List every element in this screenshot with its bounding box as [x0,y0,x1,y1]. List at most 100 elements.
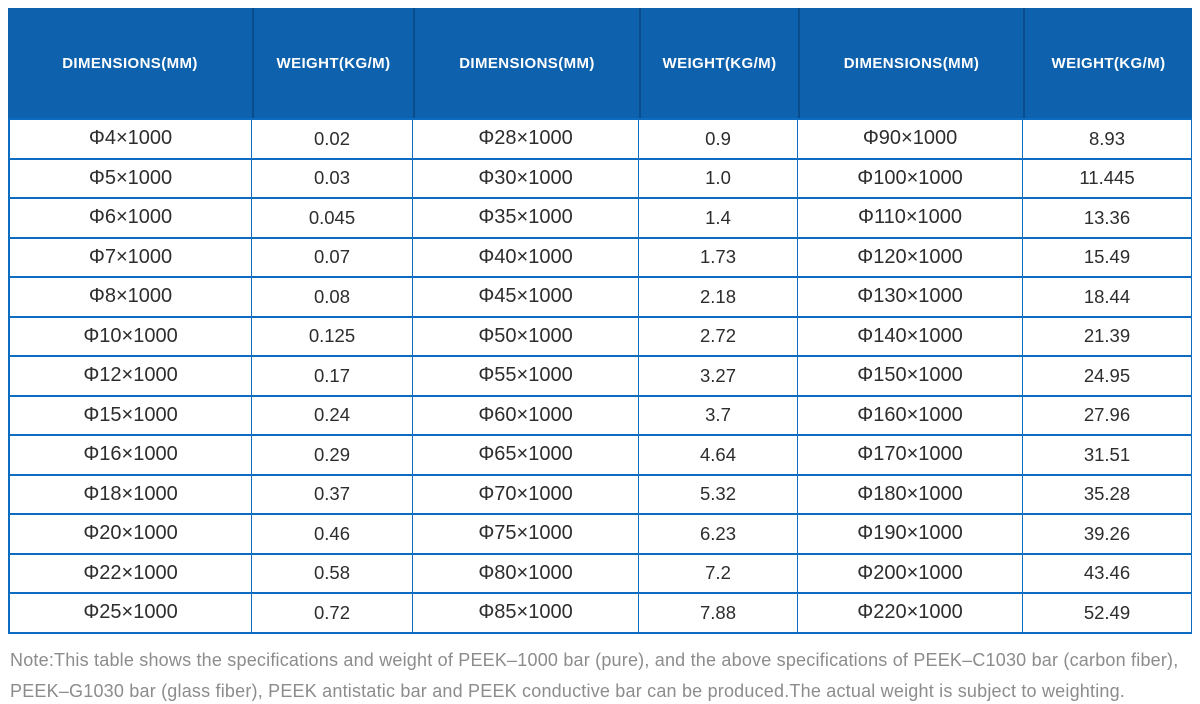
weight-cell: 21.39 [1023,317,1192,357]
weight-cell: 7.88 [639,594,798,634]
dimension-cell: Φ110×1000 [798,199,1023,239]
weight-cell: 1.73 [639,238,798,278]
dimension-cell: Φ160×1000 [798,396,1023,436]
weight-cell: 35.28 [1023,475,1192,515]
dimension-cell: Φ140×1000 [798,317,1023,357]
weight-cell: 3.27 [639,357,798,397]
dimension-cell: Φ50×1000 [413,317,639,357]
table-body: Φ4×1000 0.02 Φ28×1000 0.9 Φ90×1000 8.93 Φ5×100… [8,118,1192,634]
weight-cell: 0.02 [252,118,413,160]
dimension-cell: Φ220×1000 [798,594,1023,634]
dimension-cell: Φ55×1000 [413,357,639,397]
weight-cell: 2.18 [639,278,798,318]
weight-cell: 15.49 [1023,238,1192,278]
dimension-cell: Φ30×1000 [413,159,639,199]
table-row: Φ8×1000 0.08 Φ45×1000 2.18 Φ130×1000 18.44 [8,278,1192,318]
table-row: Φ15×1000 0.24 Φ60×1000 3.7 Φ160×1000 27.96 [8,396,1192,436]
dimension-cell: Φ130×1000 [798,278,1023,318]
dimension-cell: Φ40×1000 [413,238,639,278]
column-header-weight-3: WEIGHT(KG/M) [1023,8,1192,118]
weight-cell: 0.125 [252,317,413,357]
table-row: Φ16×1000 0.29 Φ65×1000 4.64 Φ170×1000 31.51 [8,436,1192,476]
dimension-cell: Φ35×1000 [413,199,639,239]
weight-cell: 3.7 [639,396,798,436]
weight-cell: 0.17 [252,357,413,397]
table-note: Note:This table shows the specifications… [10,649,1179,701]
dimension-cell: Φ6×1000 [8,199,252,239]
table-row: Φ10×1000 0.125 Φ50×1000 2.72 Φ140×1000 21.39 [8,317,1192,357]
table-row: Φ5×1000 0.03 Φ30×1000 1.0 Φ100×1000 11.445 [8,159,1192,199]
weight-cell: 0.08 [252,278,413,318]
weight-cell: 13.36 [1023,199,1192,239]
dimension-cell: Φ70×1000 [413,475,639,515]
table-row: Φ6×1000 0.045 Φ35×1000 1.4 Φ110×1000 13.36 [8,199,1192,239]
dimension-cell: Φ170×1000 [798,436,1023,476]
dimension-cell: Φ150×1000 [798,357,1023,397]
weight-cell: 0.58 [252,554,413,594]
column-header-weight-1: WEIGHT(KG/M) [252,8,413,118]
weight-cell: 43.46 [1023,554,1192,594]
dimension-cell: Φ100×1000 [798,159,1023,199]
weight-cell: 0.03 [252,159,413,199]
dimension-cell: Φ16×1000 [8,436,252,476]
dimension-cell: Φ190×1000 [798,515,1023,555]
header-row: DIMENSIONS(MM) WEIGHT(KG/M) DIMENSIONS(M… [8,8,1192,118]
table-row: Φ4×1000 0.02 Φ28×1000 0.9 Φ90×1000 8.93 [8,118,1192,160]
weight-cell: 1.4 [639,199,798,239]
dimension-cell: Φ5×1000 [8,159,252,199]
column-header-dimensions-3: DIMENSIONS(MM) [798,8,1023,118]
dimension-cell: Φ25×1000 [8,594,252,634]
dimension-cell: Φ65×1000 [413,436,639,476]
table-row: Φ20×1000 0.46 Φ75×1000 6.23 Φ190×1000 39.26 [8,515,1192,555]
dimension-cell: Φ10×1000 [8,317,252,357]
weight-cell: 6.23 [639,515,798,555]
dimension-cell: Φ22×1000 [8,554,252,594]
dimension-cell: Φ80×1000 [413,554,639,594]
dimension-cell: Φ8×1000 [8,278,252,318]
dimension-cell: Φ200×1000 [798,554,1023,594]
dimension-cell: Φ180×1000 [798,475,1023,515]
dimension-cell: Φ45×1000 [413,278,639,318]
weight-cell: 11.445 [1023,159,1192,199]
weight-cell: 0.9 [639,118,798,160]
dimension-cell: Φ4×1000 [8,118,252,160]
weight-cell: 31.51 [1023,436,1192,476]
weight-cell: 18.44 [1023,278,1192,318]
dimension-cell: Φ90×1000 [798,118,1023,160]
table-row: Φ22×1000 0.58 Φ80×1000 7.2 Φ200×1000 43.46 [8,554,1192,594]
table-header: DIMENSIONS(MM) WEIGHT(KG/M) DIMENSIONS(M… [8,8,1192,118]
column-header-weight-2: WEIGHT(KG/M) [639,8,798,118]
weight-cell: 5.32 [639,475,798,515]
weight-cell: 0.72 [252,594,413,634]
weight-cell: 0.29 [252,436,413,476]
table-row: Φ25×1000 0.72 Φ85×1000 7.88 Φ220×1000 52.49 [8,594,1192,634]
weight-cell: 7.2 [639,554,798,594]
table-row: Φ18×1000 0.37 Φ70×1000 5.32 Φ180×1000 35.28 [8,475,1192,515]
weight-cell: 27.96 [1023,396,1192,436]
peek-bar-spec-table: DIMENSIONS(MM) WEIGHT(KG/M) DIMENSIONS(M… [8,8,1192,634]
weight-cell: 0.46 [252,515,413,555]
weight-cell: 2.72 [639,317,798,357]
dimension-cell: Φ12×1000 [8,357,252,397]
weight-cell: 52.49 [1023,594,1192,634]
weight-cell: 0.37 [252,475,413,515]
dimension-cell: Φ18×1000 [8,475,252,515]
dimension-cell: Φ20×1000 [8,515,252,555]
dimension-cell: Φ120×1000 [798,238,1023,278]
weight-cell: 0.24 [252,396,413,436]
dimension-cell: Φ7×1000 [8,238,252,278]
table-row: Φ12×1000 0.17 Φ55×1000 3.27 Φ150×1000 24.95 [8,357,1192,397]
weight-cell: 39.26 [1023,515,1192,555]
dimension-cell: Φ15×1000 [8,396,252,436]
weight-cell: 0.07 [252,238,413,278]
column-header-dimensions-2: DIMENSIONS(MM) [413,8,639,118]
dimension-cell: Φ28×1000 [413,118,639,160]
dimension-cell: Φ85×1000 [413,594,639,634]
dimension-cell: Φ75×1000 [413,515,639,555]
weight-cell: 4.64 [639,436,798,476]
weight-cell: 1.0 [639,159,798,199]
dimension-cell: Φ60×1000 [413,396,639,436]
column-header-dimensions-1: DIMENSIONS(MM) [8,8,252,118]
weight-cell: 24.95 [1023,357,1192,397]
